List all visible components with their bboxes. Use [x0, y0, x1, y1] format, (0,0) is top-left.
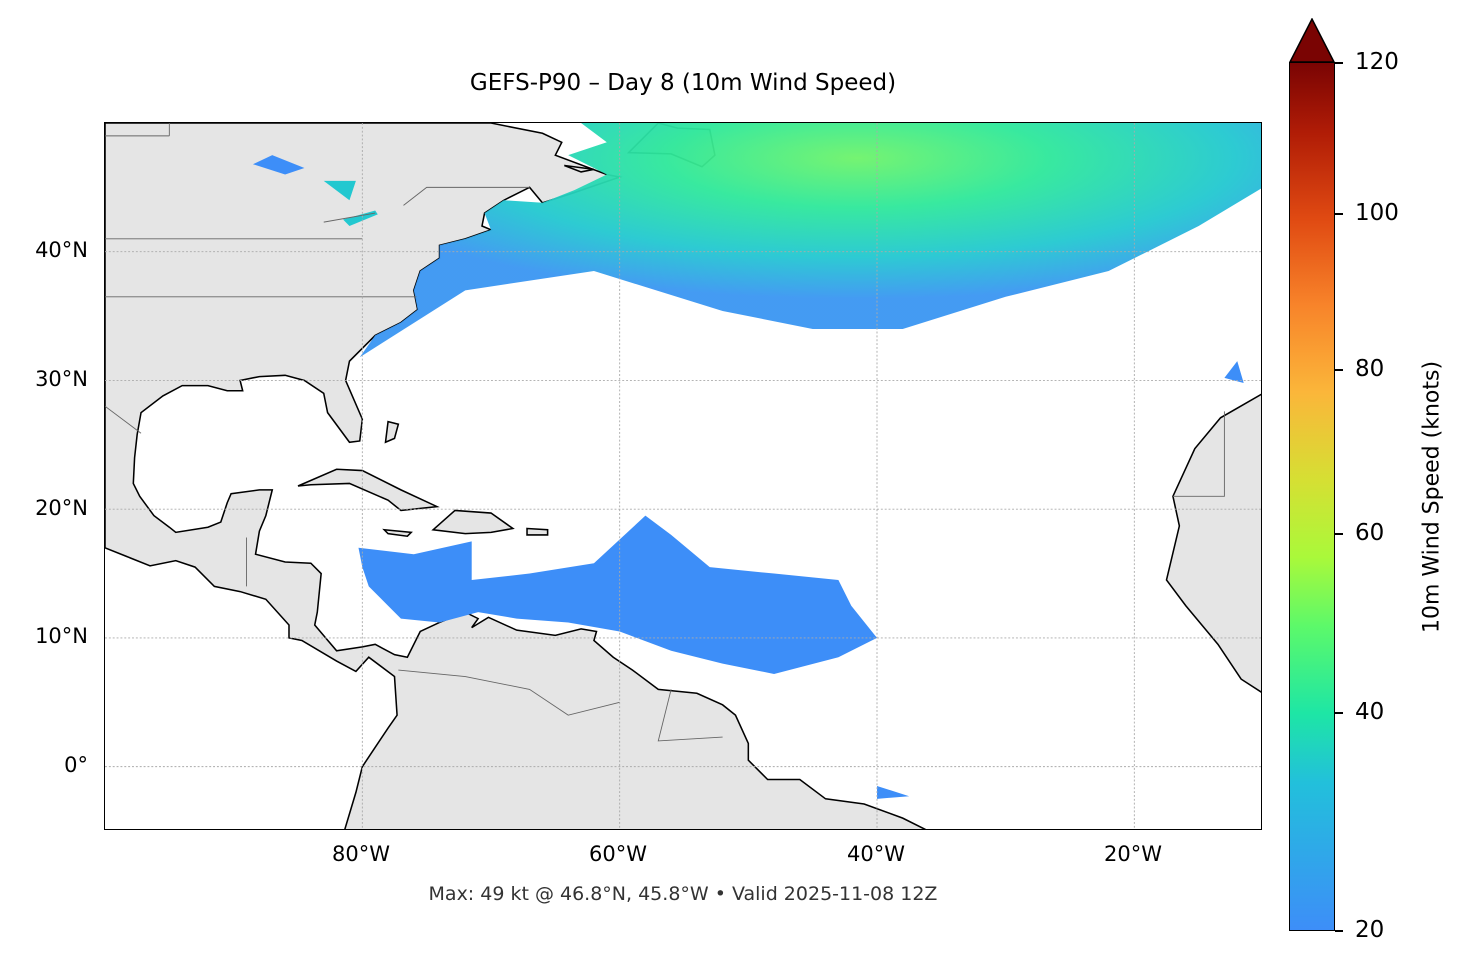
gridlines	[105, 123, 1261, 829]
lon-tick-label: 80°W	[332, 842, 390, 866]
colorbar-tick-label: 20	[1355, 917, 1385, 943]
colorbar-tick	[1335, 930, 1343, 932]
wind-field-lake-superior	[252, 155, 305, 175]
colorbar-tick-label: 120	[1355, 49, 1399, 75]
map-title: GEFS-P90 – Day 8 (10m Wind Speed)	[469, 70, 897, 96]
colorbar-label: 10m Wind Speed (knots)	[1419, 360, 1445, 634]
border-line	[323, 212, 376, 223]
colorbar-tick	[1335, 533, 1343, 535]
colorbar-extend-arrow	[1289, 18, 1335, 63]
wind-field-lake-huron	[323, 180, 356, 201]
lat-tick-label: 10°N	[35, 624, 88, 648]
map-axes	[104, 122, 1262, 830]
wind-field-caribbean	[358, 515, 877, 674]
lat-tick-label: 40°N	[35, 238, 88, 262]
border-line	[398, 669, 620, 716]
bahamas	[384, 420, 400, 444]
wind-speed-field	[252, 123, 1261, 799]
colorbar-tick-label: 80	[1355, 356, 1385, 382]
colorbar	[1289, 62, 1335, 931]
colorbar-tick-label: 60	[1355, 520, 1385, 546]
lon-tick-label: 20°W	[1104, 842, 1162, 866]
map-canvas	[105, 123, 1261, 829]
border-line	[403, 186, 530, 206]
colorbar-tick-label: 100	[1355, 200, 1399, 226]
colorbar-tick	[1335, 213, 1343, 215]
colorbar-tick-label: 40	[1355, 699, 1385, 725]
lon-tick-label: 40°W	[847, 842, 905, 866]
wind-field-north-atlantic	[359, 123, 1261, 358]
lat-tick-label: 0°	[64, 753, 88, 777]
puerto-rico	[526, 527, 549, 536]
americas-landmass	[105, 123, 927, 829]
lat-tick-label: 30°N	[35, 367, 88, 391]
footer-info: Max: 49 kt @ 46.8°N, 45.8°W • Valid 2025…	[428, 883, 938, 905]
wind-field-canary	[1224, 361, 1244, 384]
hispaniola	[431, 509, 515, 535]
jamaica	[382, 528, 413, 538]
colorbar-tick	[1335, 62, 1343, 64]
border-line	[105, 405, 142, 434]
prince-edward-island	[564, 164, 595, 173]
border-line	[657, 689, 723, 742]
border-line	[1172, 411, 1225, 497]
borders	[105, 123, 1225, 742]
wind-field-brazil	[877, 785, 910, 799]
lat-tick-label: 20°N	[35, 496, 88, 520]
cuba	[297, 468, 440, 512]
africa-landmass	[1165, 393, 1261, 693]
colorbar-tick	[1335, 369, 1343, 371]
lon-tick-label: 60°W	[589, 842, 647, 866]
colorbar-tick	[1335, 712, 1343, 714]
